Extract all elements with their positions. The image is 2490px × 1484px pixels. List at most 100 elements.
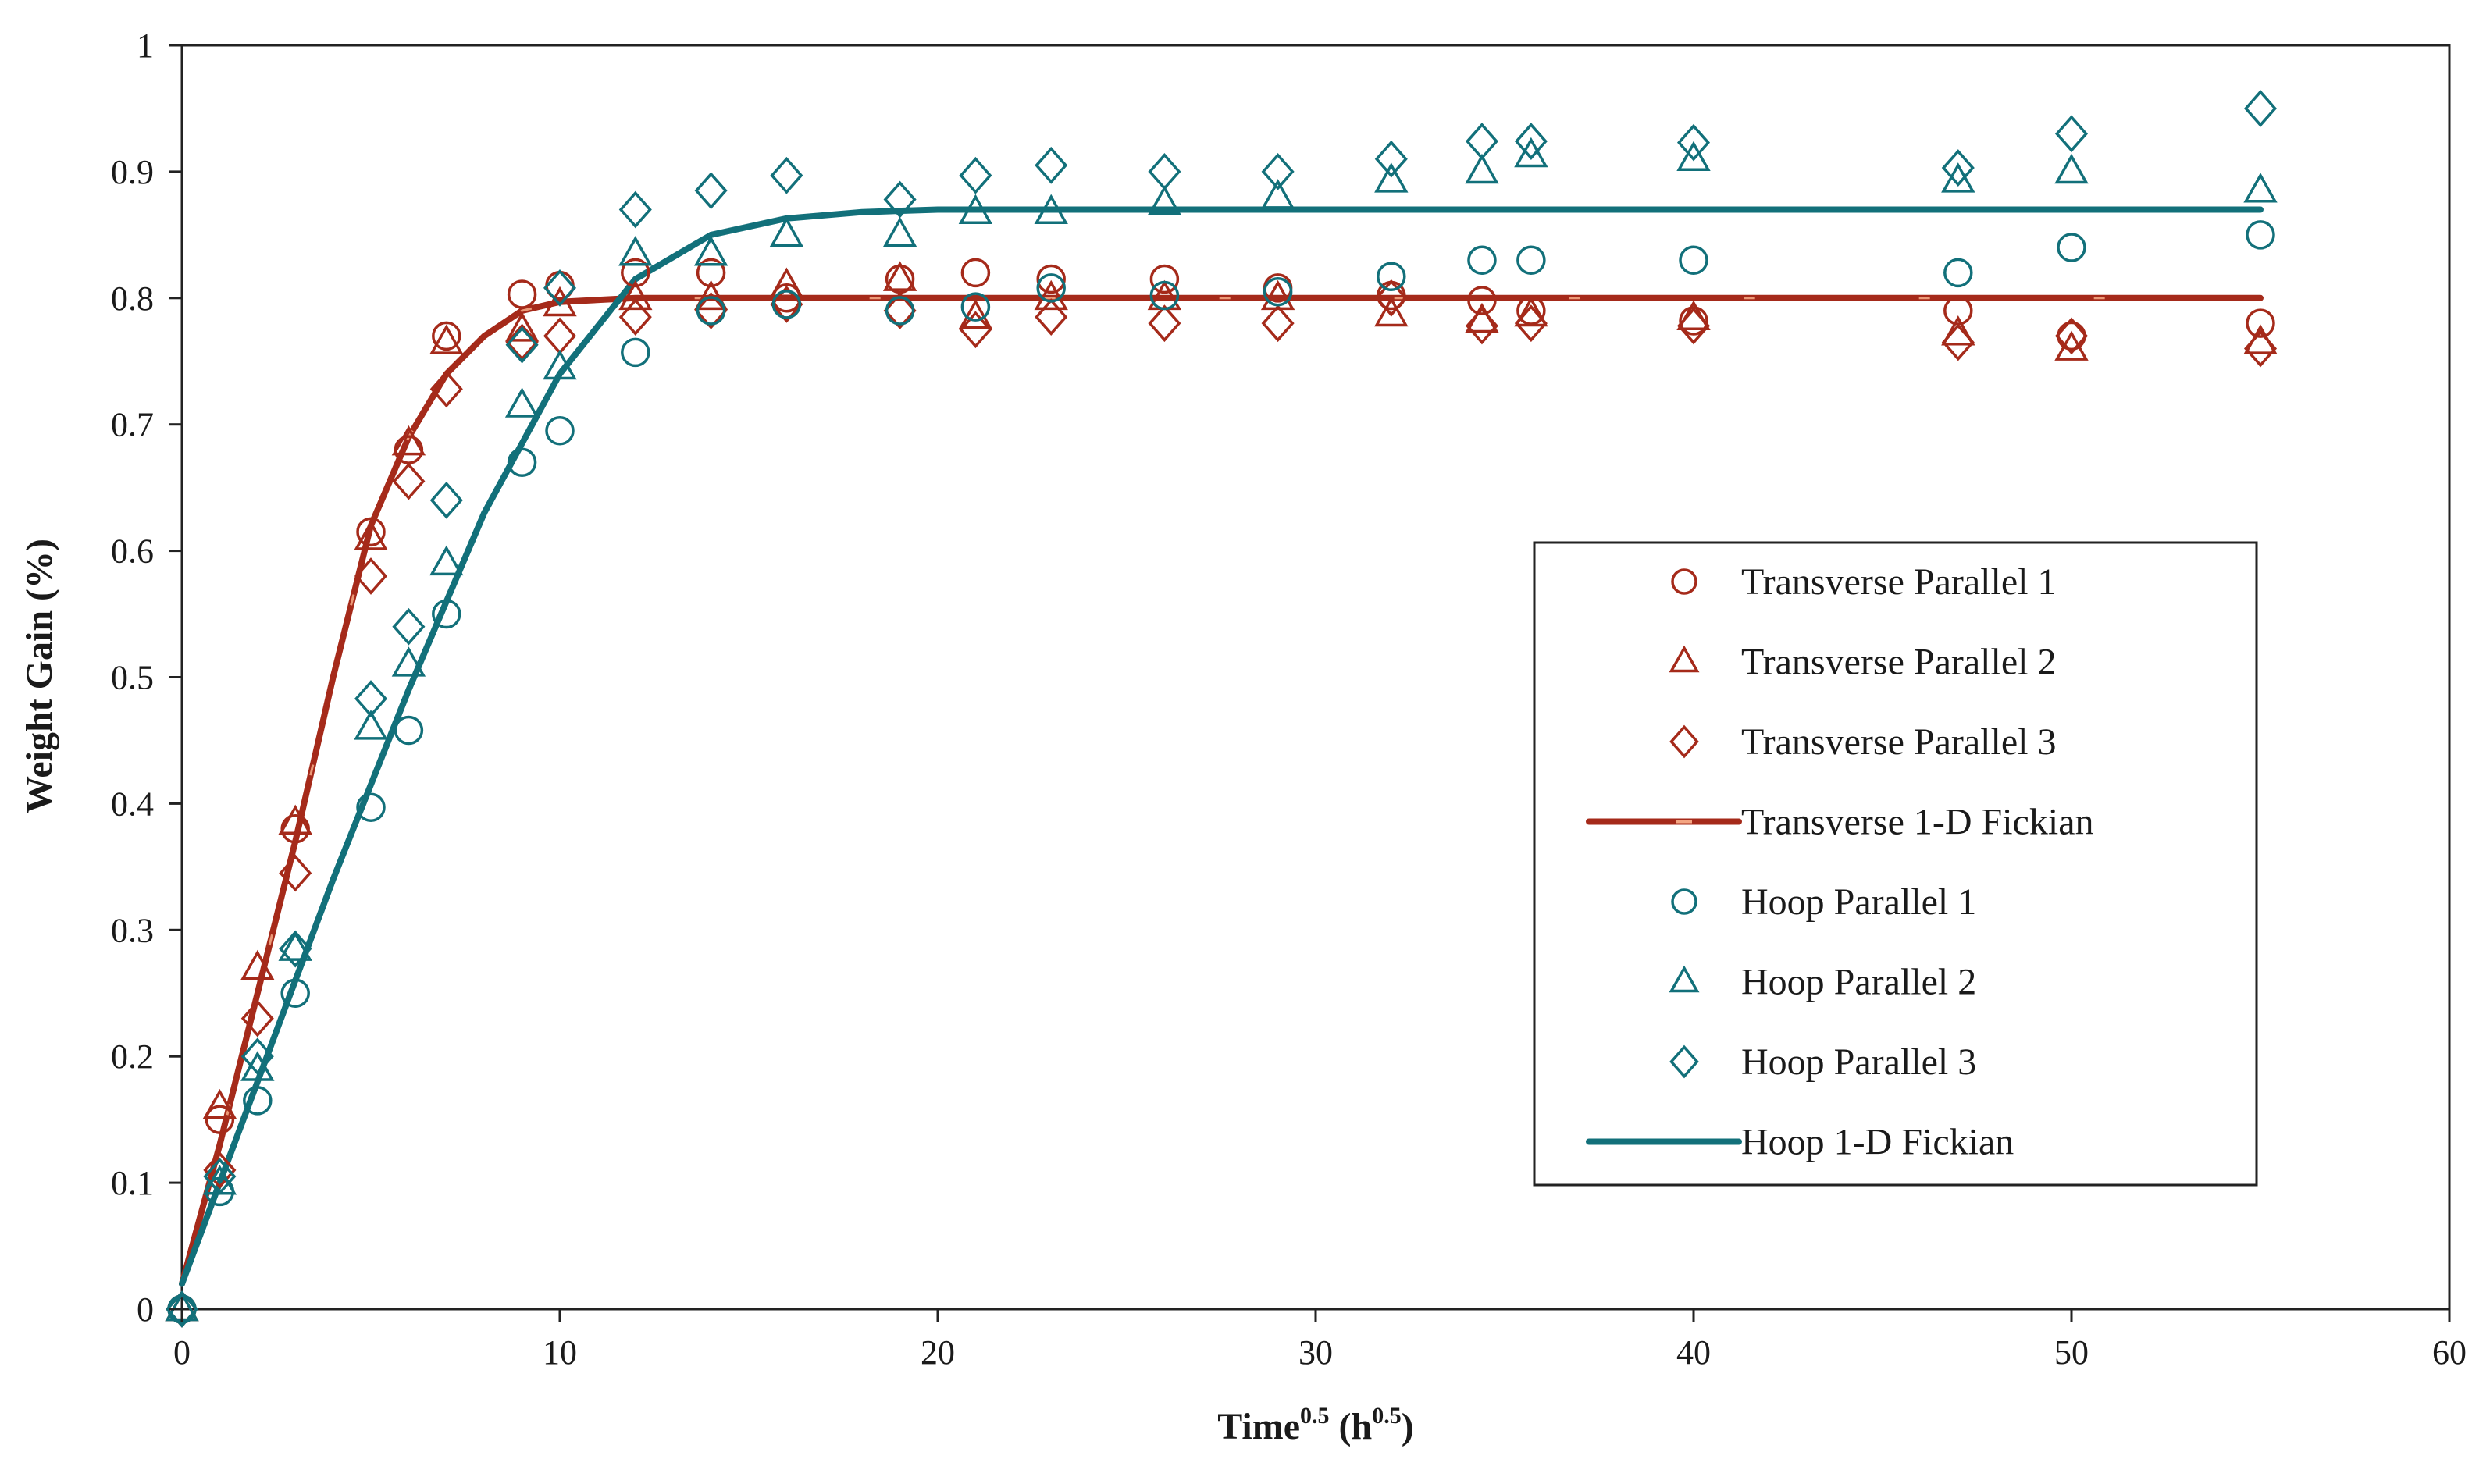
data-point: [1374, 296, 1409, 327]
data-point: [2054, 115, 2089, 153]
legend-marker: [1669, 965, 1700, 993]
data-point: [432, 599, 461, 629]
data-point: [1263, 276, 1293, 307]
legend-label: Hoop 1-D Fickian: [1741, 1122, 2014, 1163]
legend-label: Transverse 1-D Fickian: [1741, 802, 2094, 843]
data-point: [354, 520, 388, 550]
y-tick-label: 0.6: [111, 532, 154, 571]
legend-label: Hoop Parallel 2: [1741, 962, 1976, 1003]
data-point: [165, 1290, 199, 1328]
data-point: [243, 1086, 273, 1116]
x-tick-label: 50: [2054, 1333, 2089, 1372]
data-point: [543, 286, 577, 317]
legend-entry-transverse-parallel-1: Transverse Parallel 1: [1671, 561, 2056, 603]
legend-entry-transverse-1-d-fickian: Transverse 1-D Fickian: [1586, 802, 2094, 843]
data-point: [1676, 141, 1711, 172]
data-point: [504, 387, 540, 418]
y-tick-label: 0.7: [111, 406, 154, 444]
x-tick-label: 10: [543, 1333, 577, 1372]
legend-marker: [1671, 888, 1697, 915]
data-point: [1467, 286, 1497, 315]
data-point: [543, 317, 577, 355]
legend-entry-hoop-parallel-1: Hoop Parallel 1: [1671, 881, 1976, 923]
x-axis-title-sup: 0.5: [1300, 1403, 1330, 1429]
data-point: [354, 557, 388, 595]
y-tick-label: 0.1: [111, 1164, 154, 1202]
data-point: [1465, 153, 1499, 184]
data-point: [1514, 296, 1548, 327]
data-point: [1035, 146, 1068, 184]
data-point: [1679, 245, 1708, 275]
x-axis-title-close: ): [1402, 1406, 1414, 1447]
data-point: [1374, 279, 1408, 317]
data-point: [694, 292, 728, 329]
data-point: [543, 269, 577, 307]
data-point: [356, 517, 386, 547]
data-point: [1149, 264, 1180, 294]
data-point: [1036, 273, 1066, 303]
data-point: [693, 236, 728, 266]
data-point: [429, 370, 463, 408]
data-point: [505, 326, 539, 364]
data-point: [391, 425, 426, 456]
legend-box: [1533, 541, 2258, 1187]
data-point: [1465, 307, 1498, 345]
data-point: [959, 311, 992, 349]
data-point: [885, 296, 915, 326]
legend-entry-transverse-parallel-2: Transverse Parallel 2: [1669, 642, 2056, 683]
data-point: [1941, 315, 1975, 346]
y-tick-label: 1: [137, 27, 154, 65]
data-point: [203, 1158, 237, 1195]
hoop-parallel-2-points: [165, 137, 2278, 1322]
data-point: [2054, 317, 2089, 355]
data-point: [1374, 162, 1409, 193]
legend-marker: [1671, 568, 1697, 595]
data-point: [958, 194, 993, 225]
x-tick-label: 20: [921, 1333, 955, 1372]
data-point: [1514, 123, 1548, 160]
data-point: [429, 545, 464, 576]
x-tick-label: 0: [173, 1333, 191, 1372]
data-point: [960, 258, 991, 288]
data-point: [1148, 153, 1181, 190]
data-point: [771, 283, 802, 313]
legend-entry-hoop-parallel-3: Hoop Parallel 3: [1669, 1041, 1976, 1083]
y-axis-title: Weight Gain (%): [19, 539, 60, 813]
data-point: [1467, 245, 1497, 275]
data-point: [354, 710, 388, 740]
x-axis-title-unit-sup: 0.5: [1372, 1403, 1402, 1429]
data-point: [354, 680, 388, 717]
data-point: [770, 285, 803, 323]
transverse-parallel-3-points: [165, 279, 2278, 1328]
data-point: [1035, 298, 1068, 336]
hoop-parallel-3-points: [165, 90, 2278, 1328]
legend-marker: [1669, 724, 1699, 759]
data-point: [1514, 304, 1548, 343]
data-point: [1941, 149, 1975, 187]
hoop-1-d-fickian-line: [179, 206, 2264, 1287]
data-point: [1941, 323, 1975, 361]
y-tick-label: 0.4: [111, 785, 154, 823]
data-point: [1676, 307, 1711, 345]
data-point: [505, 323, 539, 361]
data-point: [1034, 194, 1068, 225]
legend-label: Hoop Parallel 1: [1741, 881, 1976, 923]
data-point: [770, 156, 803, 194]
legend-marker: [1669, 645, 1700, 673]
data-point: [618, 190, 652, 229]
legend-label: Hoop Parallel 3: [1741, 1041, 1976, 1083]
data-point: [394, 715, 424, 746]
data-point: [278, 931, 312, 961]
data-point: [769, 216, 804, 247]
data-point: [392, 607, 426, 646]
data-point: [621, 337, 650, 368]
data-point: [693, 279, 728, 311]
data-point: [958, 298, 993, 329]
data-point: [771, 290, 802, 319]
y-tick-label: 0.8: [111, 279, 154, 318]
data-point: [696, 296, 726, 326]
data-point: [504, 311, 540, 342]
data-point: [391, 646, 426, 677]
data-point: [769, 267, 804, 297]
